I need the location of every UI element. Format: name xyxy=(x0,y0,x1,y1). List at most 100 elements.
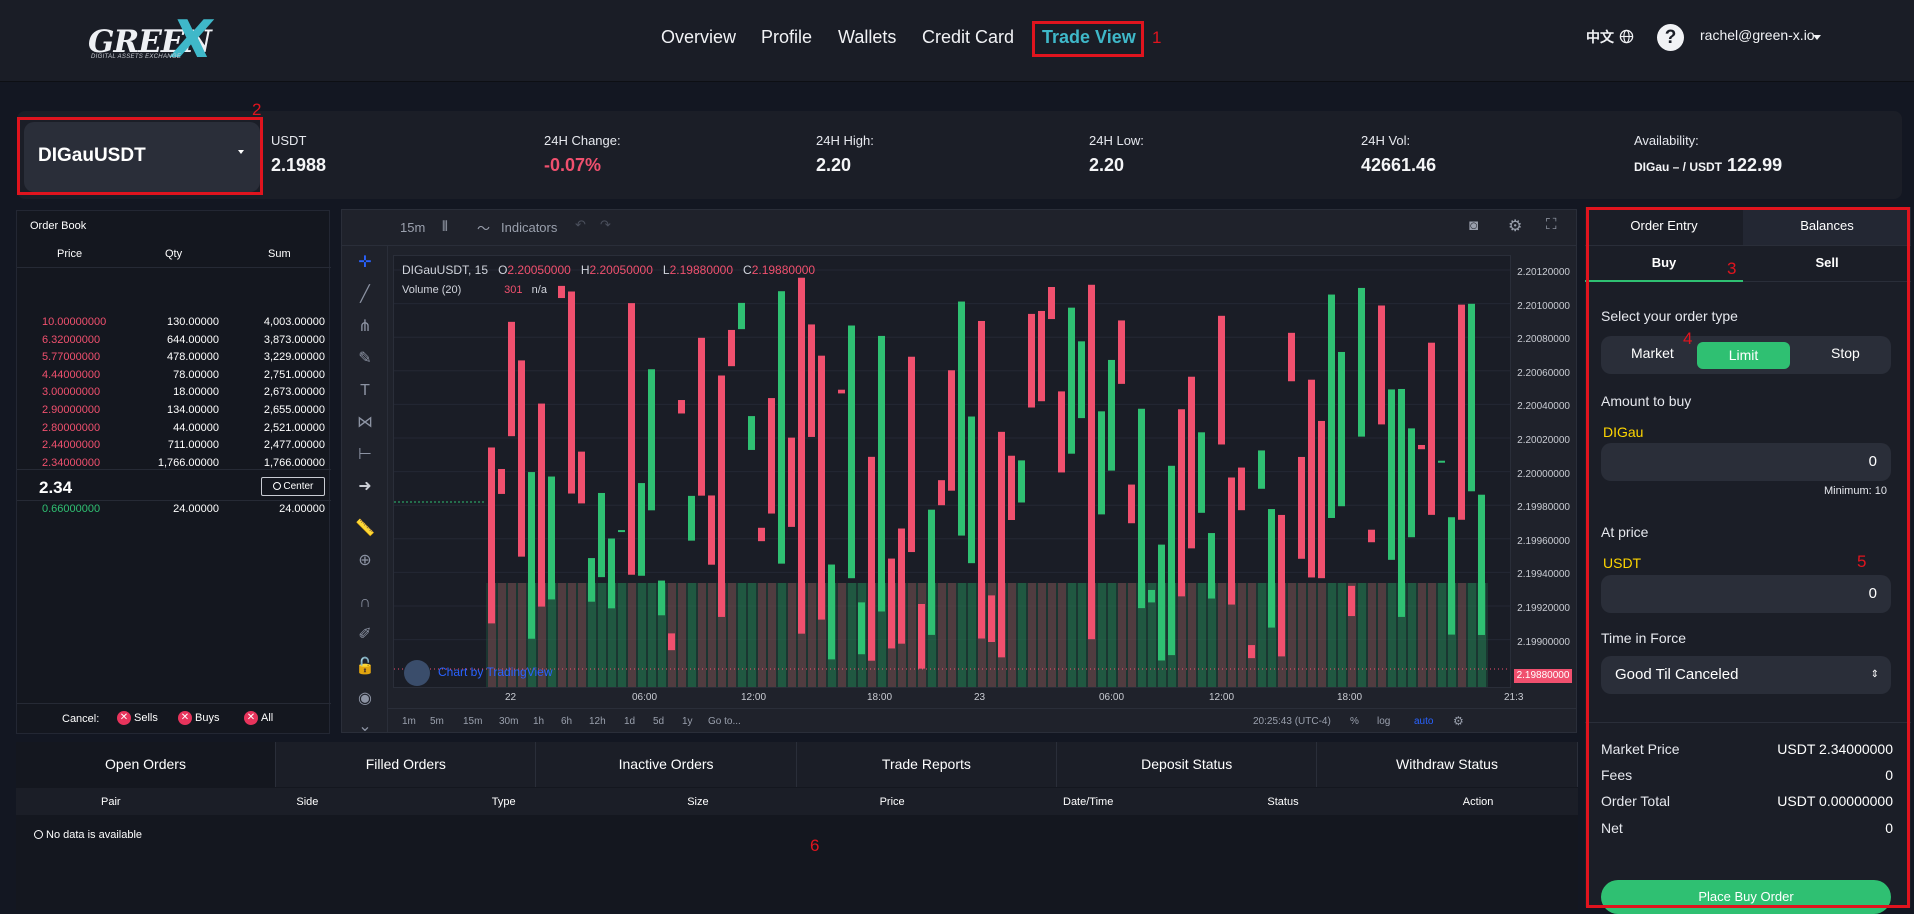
type-stop[interactable]: Stop xyxy=(1831,345,1860,361)
pattern-icon[interactable]: ⋈ xyxy=(357,414,373,431)
market-price-value: USDT 2.34000000 xyxy=(1777,741,1893,757)
tab-open-orders[interactable]: Open Orders xyxy=(16,742,276,787)
undo-icon[interactable]: ↶ xyxy=(575,217,586,232)
chevron-down-icon[interactable] xyxy=(1813,35,1821,40)
nav-trade-view[interactable]: Trade View xyxy=(1042,27,1136,47)
range-button[interactable]: 5d xyxy=(653,716,665,727)
tab-balances[interactable]: Balances xyxy=(1743,207,1911,245)
tab-sell[interactable]: Sell xyxy=(1743,246,1911,282)
fullscreen-icon[interactable]: ⛶ xyxy=(1546,216,1557,233)
tif-select[interactable]: Good Til Canceled ⇕ xyxy=(1601,656,1891,694)
cancel-all-button[interactable]: ✕ All xyxy=(244,711,273,725)
eye-icon[interactable]: ◉ xyxy=(358,690,372,707)
gear-icon[interactable]: ⚙ xyxy=(1508,218,1523,235)
candle-plot[interactable]: DIGauUSDT, 15 O2.20050000 H2.20050000 L2… xyxy=(393,255,1511,688)
nav-wallets[interactable]: Wallets xyxy=(838,27,897,47)
tab-withdraw-status[interactable]: Withdraw Status xyxy=(1318,742,1578,787)
price-axis[interactable]: 2.20120000 2.20100000 2.20080000 2.20060000… xyxy=(1512,255,1574,688)
lock-icon[interactable]: 🔓 xyxy=(355,658,375,675)
indicators-button[interactable]: Indicators xyxy=(501,220,558,235)
volume-bar xyxy=(1338,583,1346,687)
fees-row: Fees 0 xyxy=(1601,767,1893,783)
pair-selector[interactable]: DIGauUSDT xyxy=(24,122,260,192)
chevron-down-icon[interactable]: ⌄ xyxy=(358,718,372,735)
volume-bar xyxy=(1078,583,1086,687)
text-icon[interactable]: T xyxy=(360,382,370,399)
camera-icon[interactable]: ◙ xyxy=(1469,217,1479,234)
range-button[interactable]: 5m xyxy=(430,716,444,727)
close-icon: ✕ xyxy=(178,711,192,725)
indicators-icon[interactable]: 〜 xyxy=(477,221,491,236)
volume-bar xyxy=(908,583,916,687)
ob-row[interactable]: 5.77000000 478.00000 3,229.00000 xyxy=(17,351,331,368)
range-button[interactable]: Go to... xyxy=(708,716,741,727)
nav-profile[interactable]: Profile xyxy=(761,27,813,47)
percent-toggle[interactable]: % xyxy=(1350,716,1359,727)
ob-row[interactable]: 2.44000000 711.00000 2,477.00000 xyxy=(17,439,331,456)
lock-drawing-icon[interactable]: ✐ xyxy=(358,626,372,643)
center-button[interactable]: Center xyxy=(261,477,325,496)
pitchfork-icon[interactable]: ⋔ xyxy=(358,318,372,335)
ob-row[interactable]: 3.00000000 18.00000 2,673.00000 xyxy=(17,386,331,403)
place-buy-order-button[interactable]: Place Buy Order xyxy=(1601,880,1891,914)
stat-24h-low: 24H Low: 2.20 xyxy=(1089,133,1144,176)
tab-trade-reports[interactable]: Trade Reports xyxy=(797,742,1057,787)
globe-icon[interactable] xyxy=(1619,29,1634,44)
ob-row[interactable]: 6.32000000 644.00000 3,873.00000 xyxy=(17,334,331,351)
cancel-sells-button[interactable]: ✕ Sells xyxy=(117,711,158,725)
arrow-left-icon[interactable]: ➜ xyxy=(358,478,372,495)
range-button[interactable]: 30m xyxy=(499,716,519,727)
volume-bar xyxy=(848,583,856,687)
type-market[interactable]: Market xyxy=(1631,345,1674,361)
candle-type-icon[interactable]: ⫴ xyxy=(442,218,448,234)
range-button[interactable]: 12h xyxy=(589,716,606,727)
tab-filled-orders[interactable]: Filled Orders xyxy=(276,742,537,787)
ob-row[interactable]: 10.00000000 130.00000 4,003.00000 xyxy=(17,316,331,333)
redo-icon[interactable]: ↷ xyxy=(600,217,611,232)
interval-selector[interactable]: 15m xyxy=(400,220,426,235)
ob-row[interactable]: 2.80000000 44.00000 2,521.00000 xyxy=(17,422,331,439)
brush-icon[interactable]: ✎ xyxy=(358,350,372,367)
range-button[interactable]: 15m xyxy=(463,716,483,727)
time-axis[interactable]: 22 06:00 12:00 18:00 23 06:00 12:00 18:00 21:3 xyxy=(393,688,1523,708)
tab-order-entry[interactable]: Order Entry xyxy=(1585,207,1743,245)
zoom-in-icon[interactable]: ⊕ xyxy=(358,552,372,569)
amount-input[interactable]: 0 xyxy=(1601,443,1891,481)
auto-toggle[interactable]: auto xyxy=(1414,716,1434,727)
range-button[interactable]: 1m xyxy=(402,716,416,727)
help-icon[interactable]: ? xyxy=(1657,24,1684,51)
range-button[interactable]: 1h xyxy=(533,716,545,727)
magnet-icon[interactable]: ∩ xyxy=(359,594,371,611)
ob-row[interactable]: 2.90000000 134.00000 2,655.00000 xyxy=(17,404,331,421)
trend-line-icon[interactable]: ╱ xyxy=(360,286,370,303)
range-button[interactable]: 6h xyxy=(561,716,573,727)
greenx-logo[interactable]: GREEN X DIGITAL ASSETS EXCHANGE xyxy=(88,10,238,70)
user-menu[interactable]: rachel@green-x.io xyxy=(1700,27,1815,43)
measure-range-icon[interactable]: ⊢ xyxy=(358,446,372,463)
volume-bar xyxy=(1118,583,1126,687)
language-switch[interactable]: 中文 xyxy=(1586,29,1614,45)
ob-row[interactable]: 0.66000000 24.00000 24.00000 xyxy=(17,503,331,520)
order-type-selector[interactable]: Market Limit Stop xyxy=(1601,336,1891,374)
gear-icon[interactable]: ⚙ xyxy=(1453,714,1464,728)
crosshair-icon[interactable]: ✛ xyxy=(358,254,372,271)
range-button[interactable]: 1y xyxy=(682,716,693,727)
price-input[interactable]: 0 xyxy=(1601,575,1891,613)
cancel-buys-button[interactable]: ✕ Buys xyxy=(178,711,219,725)
stat-label: Availability: xyxy=(1634,133,1699,148)
nav-credit-card[interactable]: Credit Card xyxy=(922,27,1015,47)
nav-overview[interactable]: Overview xyxy=(661,27,737,47)
ob-row[interactable]: 2.34000000 1,766.00000 1,766.00000 xyxy=(17,457,331,474)
volume-bar xyxy=(628,583,636,687)
range-button[interactable]: 1d xyxy=(624,716,636,727)
tradingview-watermark[interactable]: Chart by TradingView xyxy=(404,660,553,686)
candle xyxy=(638,483,645,576)
tab-inactive-orders[interactable]: Inactive Orders xyxy=(537,742,797,787)
log-toggle[interactable]: log xyxy=(1377,716,1391,727)
type-limit[interactable]: Limit xyxy=(1697,342,1790,369)
ob-row[interactable]: 4.44000000 78.00000 2,751.00000 xyxy=(17,369,331,386)
ruler-icon[interactable]: 📏 xyxy=(355,520,375,537)
price-chart[interactable]: 15m ⫴ 〜 Indicators ↶ ↷ ◙ ⚙ ⛶ ✛ ╱ ⋔ ✎ T ⋈… xyxy=(341,209,1577,735)
tab-buy[interactable]: Buy xyxy=(1585,246,1743,282)
tab-deposit-status[interactable]: Deposit Status xyxy=(1057,742,1318,787)
